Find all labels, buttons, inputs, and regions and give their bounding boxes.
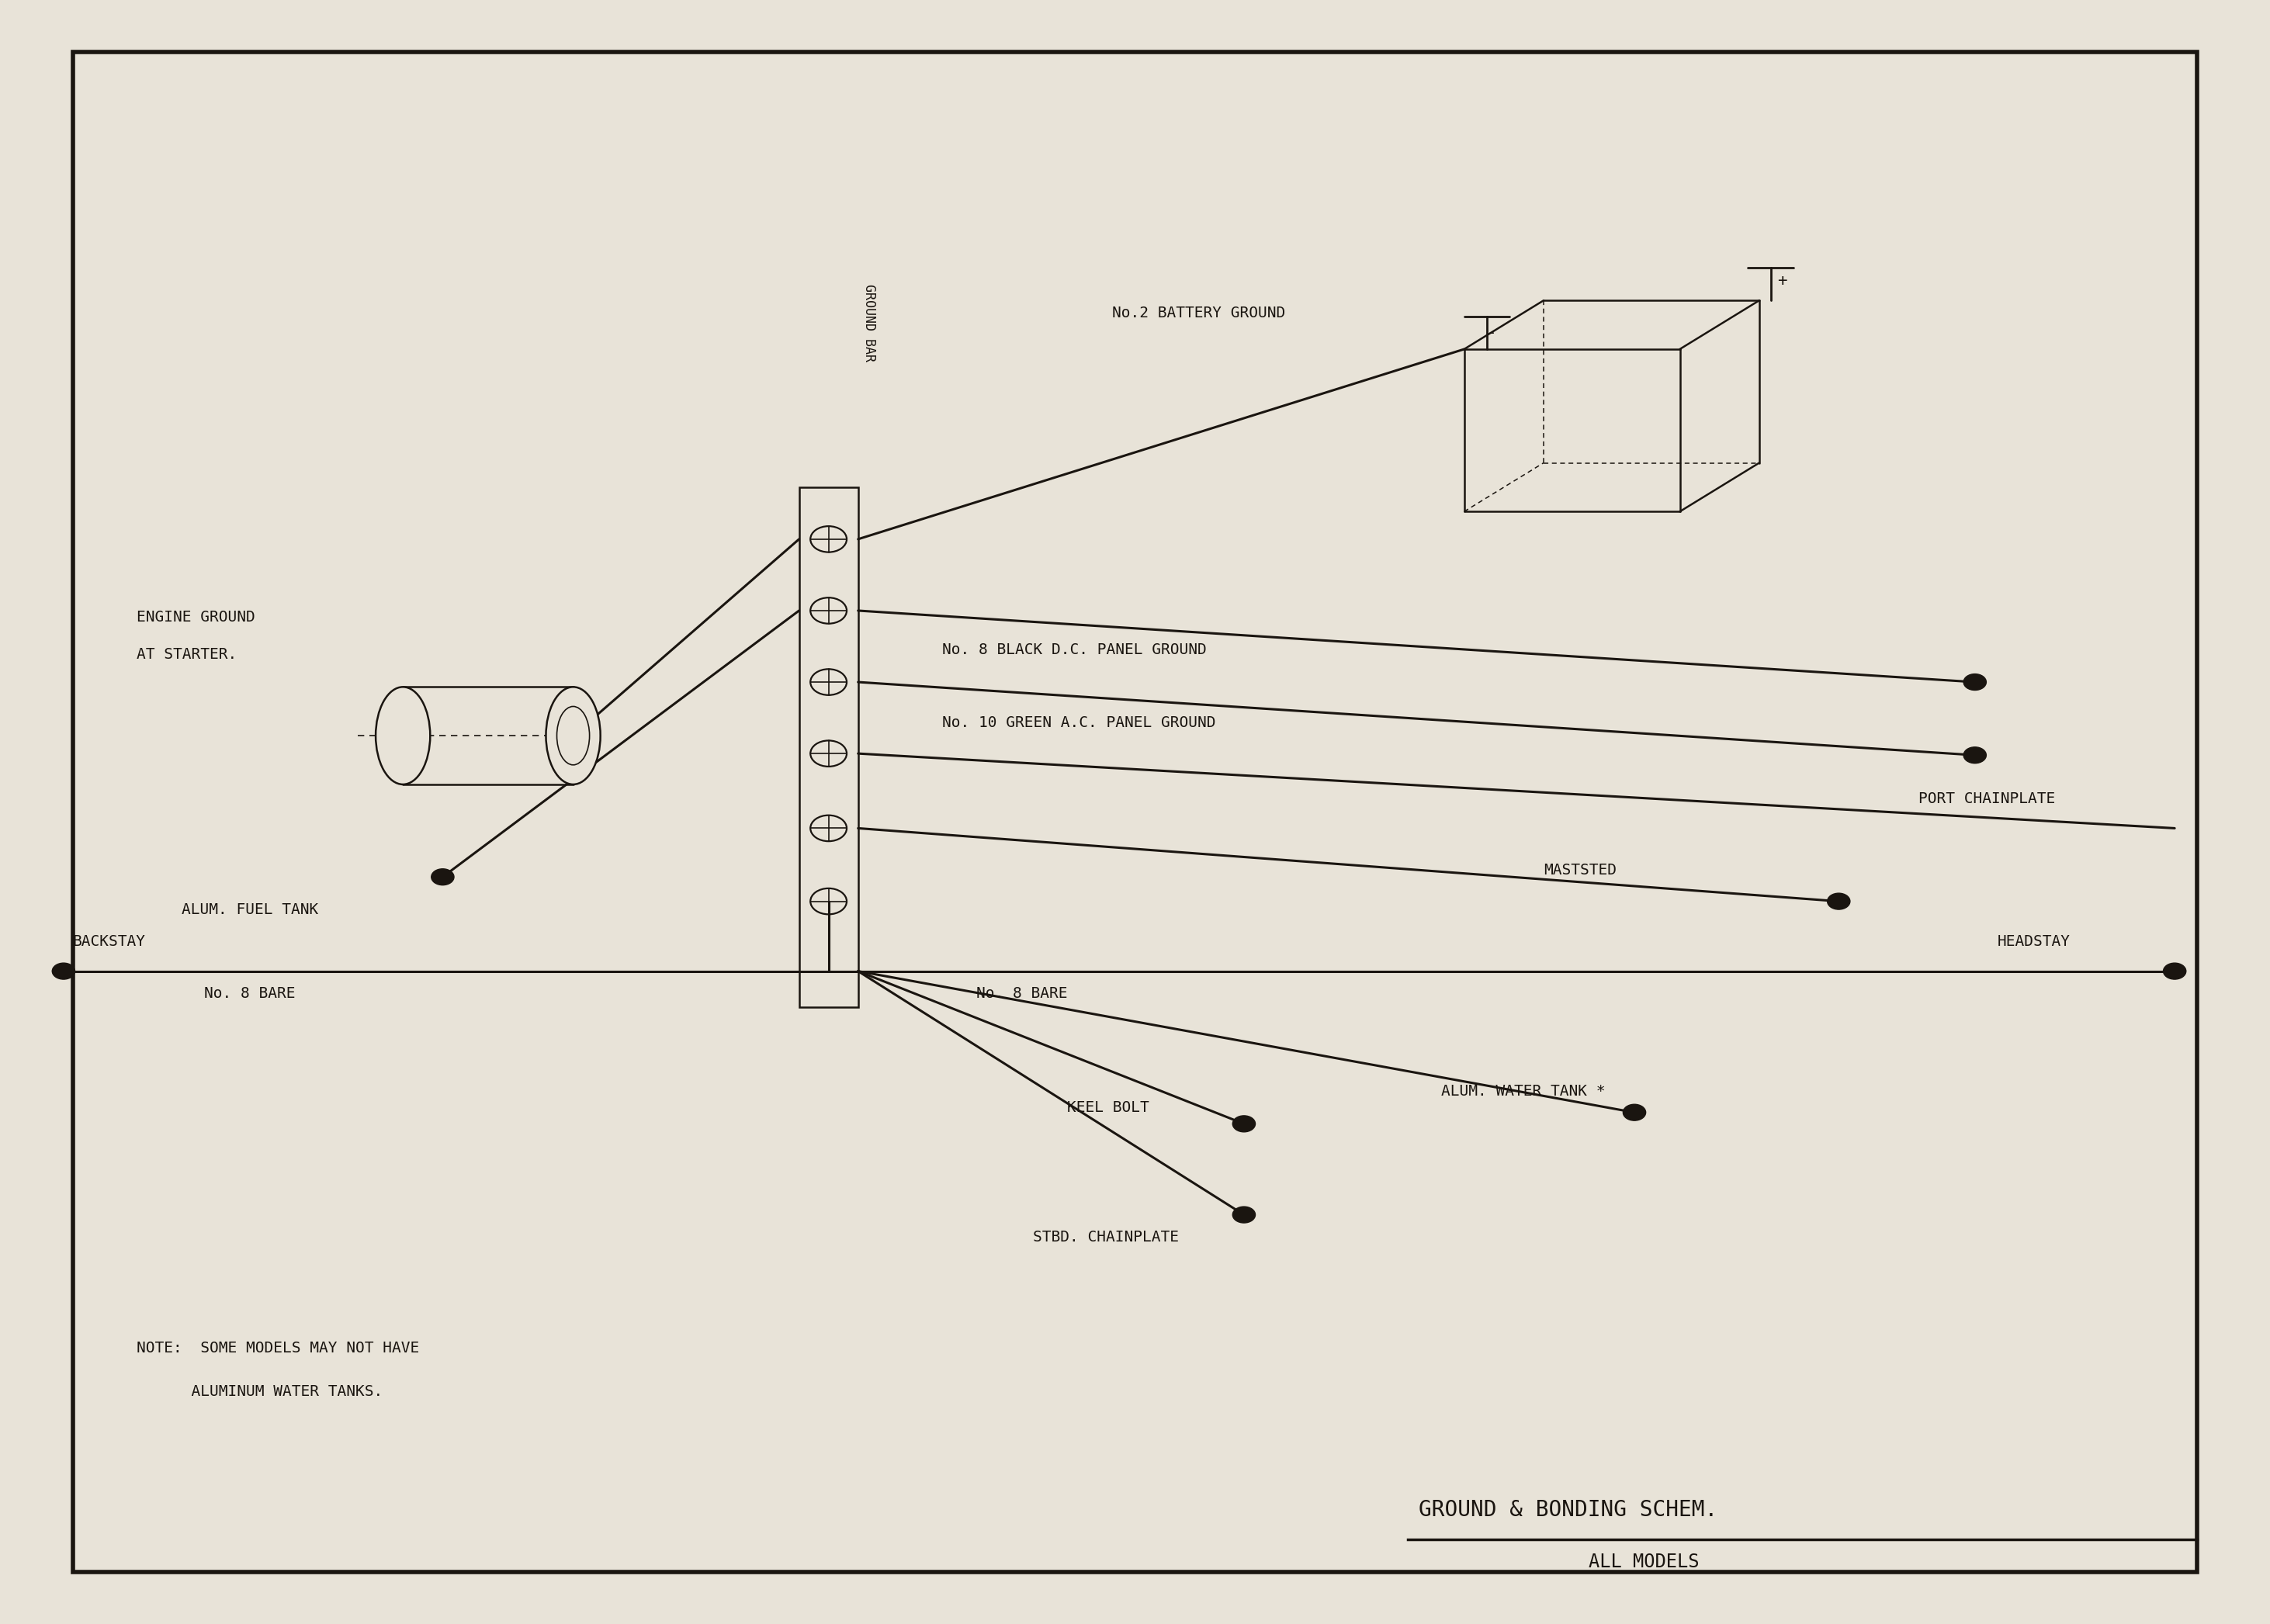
Text: No. 10 GREEN A.C. PANEL GROUND: No. 10 GREEN A.C. PANEL GROUND: [942, 715, 1217, 731]
Text: KEEL BOLT: KEEL BOLT: [1067, 1099, 1149, 1116]
Ellipse shape: [375, 687, 431, 784]
Text: No. 8 BARE: No. 8 BARE: [976, 986, 1067, 1002]
Ellipse shape: [545, 687, 599, 784]
Text: -: -: [1487, 325, 1496, 341]
Text: ALUMINUM WATER TANKS.: ALUMINUM WATER TANKS.: [136, 1384, 381, 1400]
Text: ALUM. WATER TANK *: ALUM. WATER TANK *: [1441, 1083, 1605, 1099]
Circle shape: [1233, 1207, 1255, 1223]
Text: GROUND & BONDING SCHEM.: GROUND & BONDING SCHEM.: [1419, 1499, 1718, 1522]
Text: STBD. CHAINPLATE: STBD. CHAINPLATE: [1033, 1229, 1178, 1246]
Text: PORT CHAINPLATE: PORT CHAINPLATE: [1918, 791, 2054, 807]
Circle shape: [1623, 1104, 1646, 1121]
Circle shape: [1233, 1116, 1255, 1132]
Circle shape: [1964, 674, 1986, 690]
Circle shape: [2163, 963, 2186, 979]
Text: MASTSTED: MASTSTED: [1544, 862, 1616, 879]
Text: ENGINE GROUND: ENGINE GROUND: [136, 609, 254, 625]
Text: NOTE:  SOME MODELS MAY NOT HAVE: NOTE: SOME MODELS MAY NOT HAVE: [136, 1340, 420, 1356]
Circle shape: [431, 869, 454, 885]
Circle shape: [52, 963, 75, 979]
Text: AT STARTER.: AT STARTER.: [136, 646, 236, 663]
Text: ALL MODELS: ALL MODELS: [1589, 1553, 1700, 1572]
Bar: [799, 487, 858, 1007]
Text: GROUND BAR: GROUND BAR: [863, 284, 876, 362]
Circle shape: [1964, 747, 1986, 763]
Text: BACKSTAY: BACKSTAY: [73, 934, 145, 950]
Text: No.2 BATTERY GROUND: No.2 BATTERY GROUND: [1112, 305, 1285, 322]
Text: +: +: [1777, 273, 1786, 289]
Text: HEADSTAY: HEADSTAY: [1998, 934, 2070, 950]
Circle shape: [1827, 893, 1850, 909]
Text: ALUM. FUEL TANK: ALUM. FUEL TANK: [182, 901, 318, 918]
Text: No. 8 BARE: No. 8 BARE: [204, 986, 295, 1002]
Text: No. 8 BLACK D.C. PANEL GROUND: No. 8 BLACK D.C. PANEL GROUND: [942, 641, 1205, 658]
